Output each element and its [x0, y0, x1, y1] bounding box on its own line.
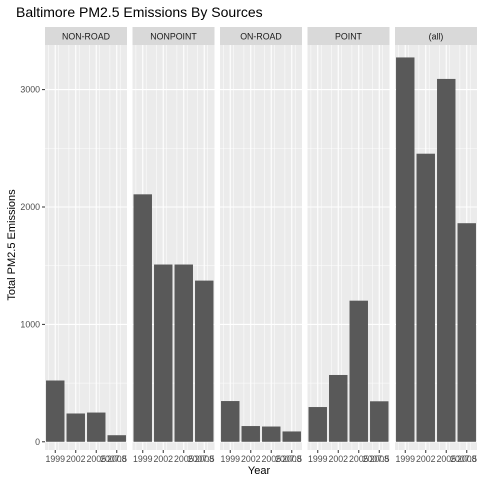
x-tick-label: 2002	[328, 454, 348, 464]
bar	[416, 153, 435, 442]
facet-strip	[220, 27, 302, 45]
x-tick-label: 2008	[369, 454, 389, 464]
x-axis-title: Year	[248, 465, 271, 477]
bar	[349, 300, 368, 442]
facet-strip-label: NONPOINT	[150, 32, 197, 42]
x-tick-label: 1999	[220, 454, 240, 464]
bar	[154, 264, 173, 442]
x-tick-label: 2005	[436, 454, 456, 464]
y-axis: 0 1000 2000 3000	[20, 85, 45, 447]
x-tick-label: 2007.5	[188, 454, 215, 464]
bar	[241, 426, 260, 442]
bar	[308, 407, 327, 442]
x-tick-label: 2005	[349, 454, 369, 464]
x-tick-label: 2008	[194, 454, 214, 464]
x-tick-label: 2007.5	[100, 454, 127, 464]
x-tick-label: 2007.5	[275, 454, 302, 464]
y-tick-label: 1000	[20, 319, 40, 329]
bar	[195, 280, 214, 442]
panel-background	[307, 45, 390, 450]
x-tick-label: 1999	[395, 454, 415, 464]
x-tick-label: 2005	[86, 454, 106, 464]
y-axis-title: Total PM2.5 Emissions	[6, 189, 18, 301]
y-tick-label: 2000	[20, 202, 40, 212]
facet-strip	[45, 27, 127, 45]
bar	[221, 401, 240, 442]
facet-strip	[395, 27, 477, 45]
x-tick-label: 2002	[66, 454, 86, 464]
facet-strip-label: (all)	[429, 32, 444, 42]
facet-strip-label: ON-ROAD	[240, 32, 282, 42]
x-tick-label: 2002	[416, 454, 436, 464]
facet-strip	[307, 27, 390, 45]
x-tick-label: 2007.5	[363, 454, 390, 464]
x-tick-label: 2005	[174, 454, 194, 464]
facet-strip	[132, 27, 215, 45]
bar	[174, 264, 193, 442]
x-tick-label: 2008	[457, 454, 477, 464]
y-tick-label: 0	[35, 437, 40, 447]
x-tick-label: 2005	[261, 454, 281, 464]
x-tick-label: 2002	[241, 454, 261, 464]
bar	[437, 78, 456, 442]
bar	[329, 374, 348, 442]
chart-title: Baltimore PM2.5 Emissions By Sources	[16, 4, 263, 20]
x-tick-label: 2008	[107, 454, 127, 464]
bar	[282, 431, 301, 442]
bar	[87, 412, 106, 442]
x-tick-label: 1999	[308, 454, 328, 464]
x-tick-label: 2002	[153, 454, 173, 464]
facet-strip-label: NON-ROAD	[62, 32, 110, 42]
panel-background	[220, 45, 302, 450]
bar	[107, 435, 126, 442]
y-tick-label: 3000	[20, 85, 40, 95]
x-tick-label: 1999	[133, 454, 153, 464]
x-tick-label: 2007.5	[450, 454, 477, 464]
bar	[133, 194, 152, 442]
bar	[396, 57, 415, 442]
x-tick-label: 1999	[45, 454, 65, 464]
bar	[46, 380, 65, 442]
facet-strip-label: POINT	[335, 32, 363, 42]
bar	[262, 426, 281, 442]
x-tick-label: 2008	[282, 454, 302, 464]
bar	[370, 401, 389, 442]
bar	[66, 413, 85, 442]
bar	[457, 223, 476, 442]
